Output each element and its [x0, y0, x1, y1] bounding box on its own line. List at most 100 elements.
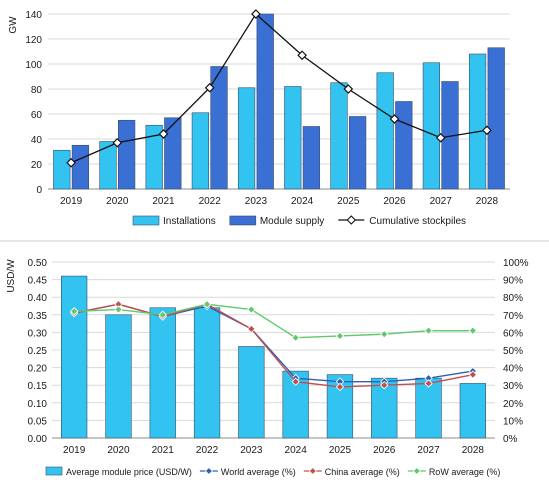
legend-marker [346, 215, 357, 225]
bar [53, 149, 71, 190]
x-tick-label: 2028 [462, 445, 485, 456]
y2-tick-label: 20% [503, 399, 523, 410]
legend-marker [308, 467, 317, 475]
top-chart-panel: 0 20 40 60 80 100 120 140 GW 2019 2020 2021 2022 2023… [0, 0, 549, 238]
data-point [343, 84, 354, 94]
y-tick-label: 0 [36, 185, 42, 196]
y2-tick-label: 40% [503, 364, 523, 375]
series-line [74, 303, 473, 339]
bar [326, 374, 354, 439]
y-tick-label: 120 [25, 35, 42, 46]
x-tick-label: 2021 [152, 196, 175, 207]
data-point [482, 125, 492, 136]
bar [118, 119, 136, 190]
bar [302, 126, 321, 190]
data-point [247, 324, 256, 334]
y2-tick-label: 90% [503, 276, 523, 287]
legend-label: Average module price (USD/W) [66, 467, 192, 477]
y-tick-label: 0.05 [28, 416, 48, 427]
y2-tick-label: 0% [503, 434, 518, 445]
y-tick-label: 0.30 [28, 328, 48, 339]
x-tick-label: 2020 [106, 196, 129, 207]
x-tick-label: 2023 [240, 445, 263, 456]
y-tick-label: 0.25 [28, 346, 48, 357]
y-axis-label: GW [8, 16, 19, 34]
data-point [424, 379, 433, 388]
legend-label: RoW average (%) [429, 467, 501, 477]
bar [193, 307, 221, 439]
y-tick-label: 0.40 [28, 293, 48, 304]
bar [71, 144, 90, 190]
data-point [389, 114, 400, 124]
series-line [74, 303, 473, 383]
data-point [112, 137, 123, 148]
data-point [66, 157, 76, 168]
bar [61, 275, 88, 439]
data-point [297, 50, 307, 61]
x-tick-label: 2025 [329, 445, 352, 456]
bar [348, 116, 367, 190]
x-tick-label: 2022 [196, 445, 219, 456]
data-point [335, 331, 345, 341]
x-tick-label: 2022 [199, 196, 222, 207]
y-tick-label: 0.10 [28, 399, 48, 410]
legend-marker [412, 467, 421, 475]
data-point [380, 381, 389, 390]
bar [468, 53, 487, 190]
y-axis-label: USD/W [6, 259, 17, 293]
y-tick-label: 0.15 [28, 381, 48, 392]
x-tick-label: 2028 [476, 196, 499, 207]
y-tick-label: 0.35 [28, 311, 48, 322]
y-tick-label: 0.45 [28, 276, 48, 287]
x-tick-label: 2021 [152, 445, 175, 456]
legend-swatch [132, 215, 160, 226]
series-line [74, 303, 473, 388]
x-tick-label: 2027 [430, 196, 453, 207]
legend-label: China average (%) [325, 467, 400, 477]
data-point [291, 333, 300, 342]
bar [487, 47, 505, 190]
bar [284, 86, 302, 190]
data-point [335, 382, 345, 392]
bar [164, 117, 182, 190]
data-point [424, 326, 433, 335]
stockpile-chart: 0 20 40 60 80 100 120 140 GW 2019 2020 2021 2022 2023… [8, 9, 510, 227]
data-point [204, 82, 215, 93]
legend-swatch [45, 466, 63, 476]
x-tick-label: 2019 [60, 196, 83, 207]
x-tick-label: 2023 [245, 196, 268, 207]
x-tick-label: 2026 [383, 196, 406, 207]
series-line [70, 13, 488, 164]
y-tick-label: 100 [25, 60, 42, 71]
y2-tick-label: 50% [503, 346, 523, 357]
y-tick-label: 60 [31, 110, 43, 121]
bar [256, 13, 274, 190]
data-point [247, 305, 256, 314]
legend-label: Cumulative stockpiles [369, 216, 466, 227]
y-tick-label: 140 [25, 10, 42, 21]
data-point [380, 329, 389, 339]
data-point [158, 310, 167, 319]
y-tick-label: 80 [31, 85, 43, 96]
x-tick-label: 2027 [417, 445, 440, 456]
y2-tick-label: 70% [503, 311, 523, 322]
bar [376, 72, 394, 190]
data-point [468, 370, 478, 379]
x-tick-label: 2024 [285, 445, 308, 456]
bar [415, 377, 442, 439]
x-tick-label: 2026 [373, 445, 396, 456]
legend-swatch [229, 215, 257, 226]
legend-label: World average (%) [221, 467, 296, 477]
data-point [291, 377, 300, 386]
y-tick-label: 0.00 [28, 434, 48, 445]
y-tick-label: 40 [31, 135, 43, 146]
module-price-chart: 0.00 0.05 0.10 0.15 0.20 0.25 0.30 0.35 0.40 0.45… [6, 258, 529, 477]
bar [330, 82, 348, 190]
bottom-chart-panel: 0.00 0.05 0.10 0.15 0.20 0.25 0.30 0.35 0.40 0.45… [0, 240, 549, 489]
y-tick-label: 0.50 [28, 258, 48, 269]
bar [395, 101, 413, 190]
bar [149, 307, 176, 439]
bar [99, 141, 117, 190]
x-tick-label: 2024 [291, 196, 314, 207]
y2-tick-label: 60% [503, 328, 523, 339]
